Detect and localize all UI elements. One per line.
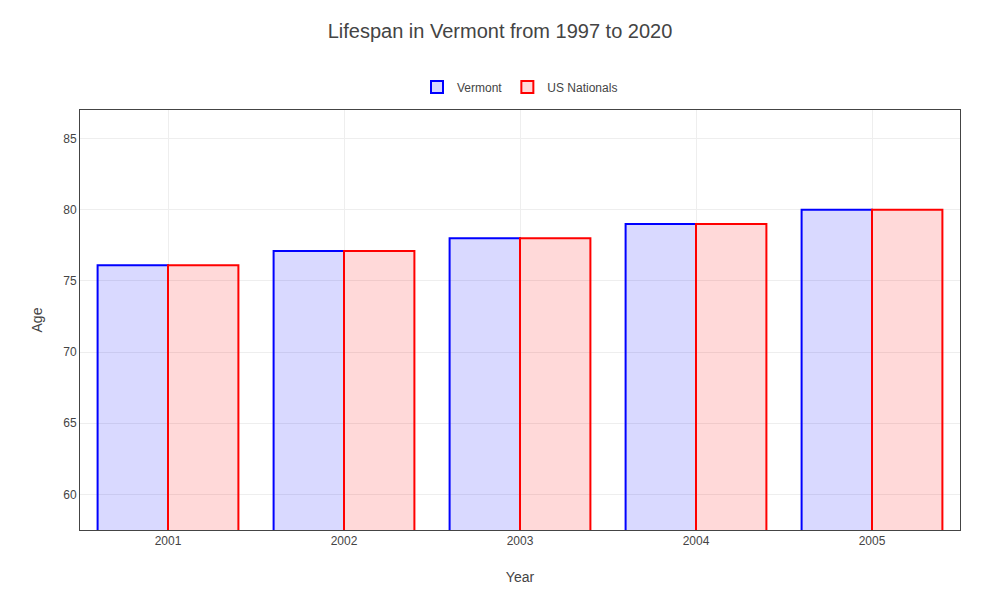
svg-text:75: 75 <box>63 274 77 288</box>
svg-text:2005: 2005 <box>859 534 886 548</box>
svg-text:Lifespan in Vermont from 1997: Lifespan in Vermont from 1997 to 2020 <box>328 20 673 42</box>
svg-text:US Nationals: US Nationals <box>547 81 617 95</box>
svg-text:2003: 2003 <box>507 534 534 548</box>
svg-text:2001: 2001 <box>155 534 182 548</box>
svg-text:70: 70 <box>63 345 77 359</box>
svg-text:2004: 2004 <box>683 534 710 548</box>
svg-text:2002: 2002 <box>331 534 358 548</box>
svg-text:85: 85 <box>63 132 77 146</box>
svg-text:Vermont: Vermont <box>457 81 502 95</box>
svg-text:Age: Age <box>29 307 45 332</box>
svg-text:80: 80 <box>63 203 77 217</box>
svg-text:65: 65 <box>63 416 77 430</box>
svg-text:60: 60 <box>63 488 77 502</box>
svg-text:Year: Year <box>506 569 535 585</box>
